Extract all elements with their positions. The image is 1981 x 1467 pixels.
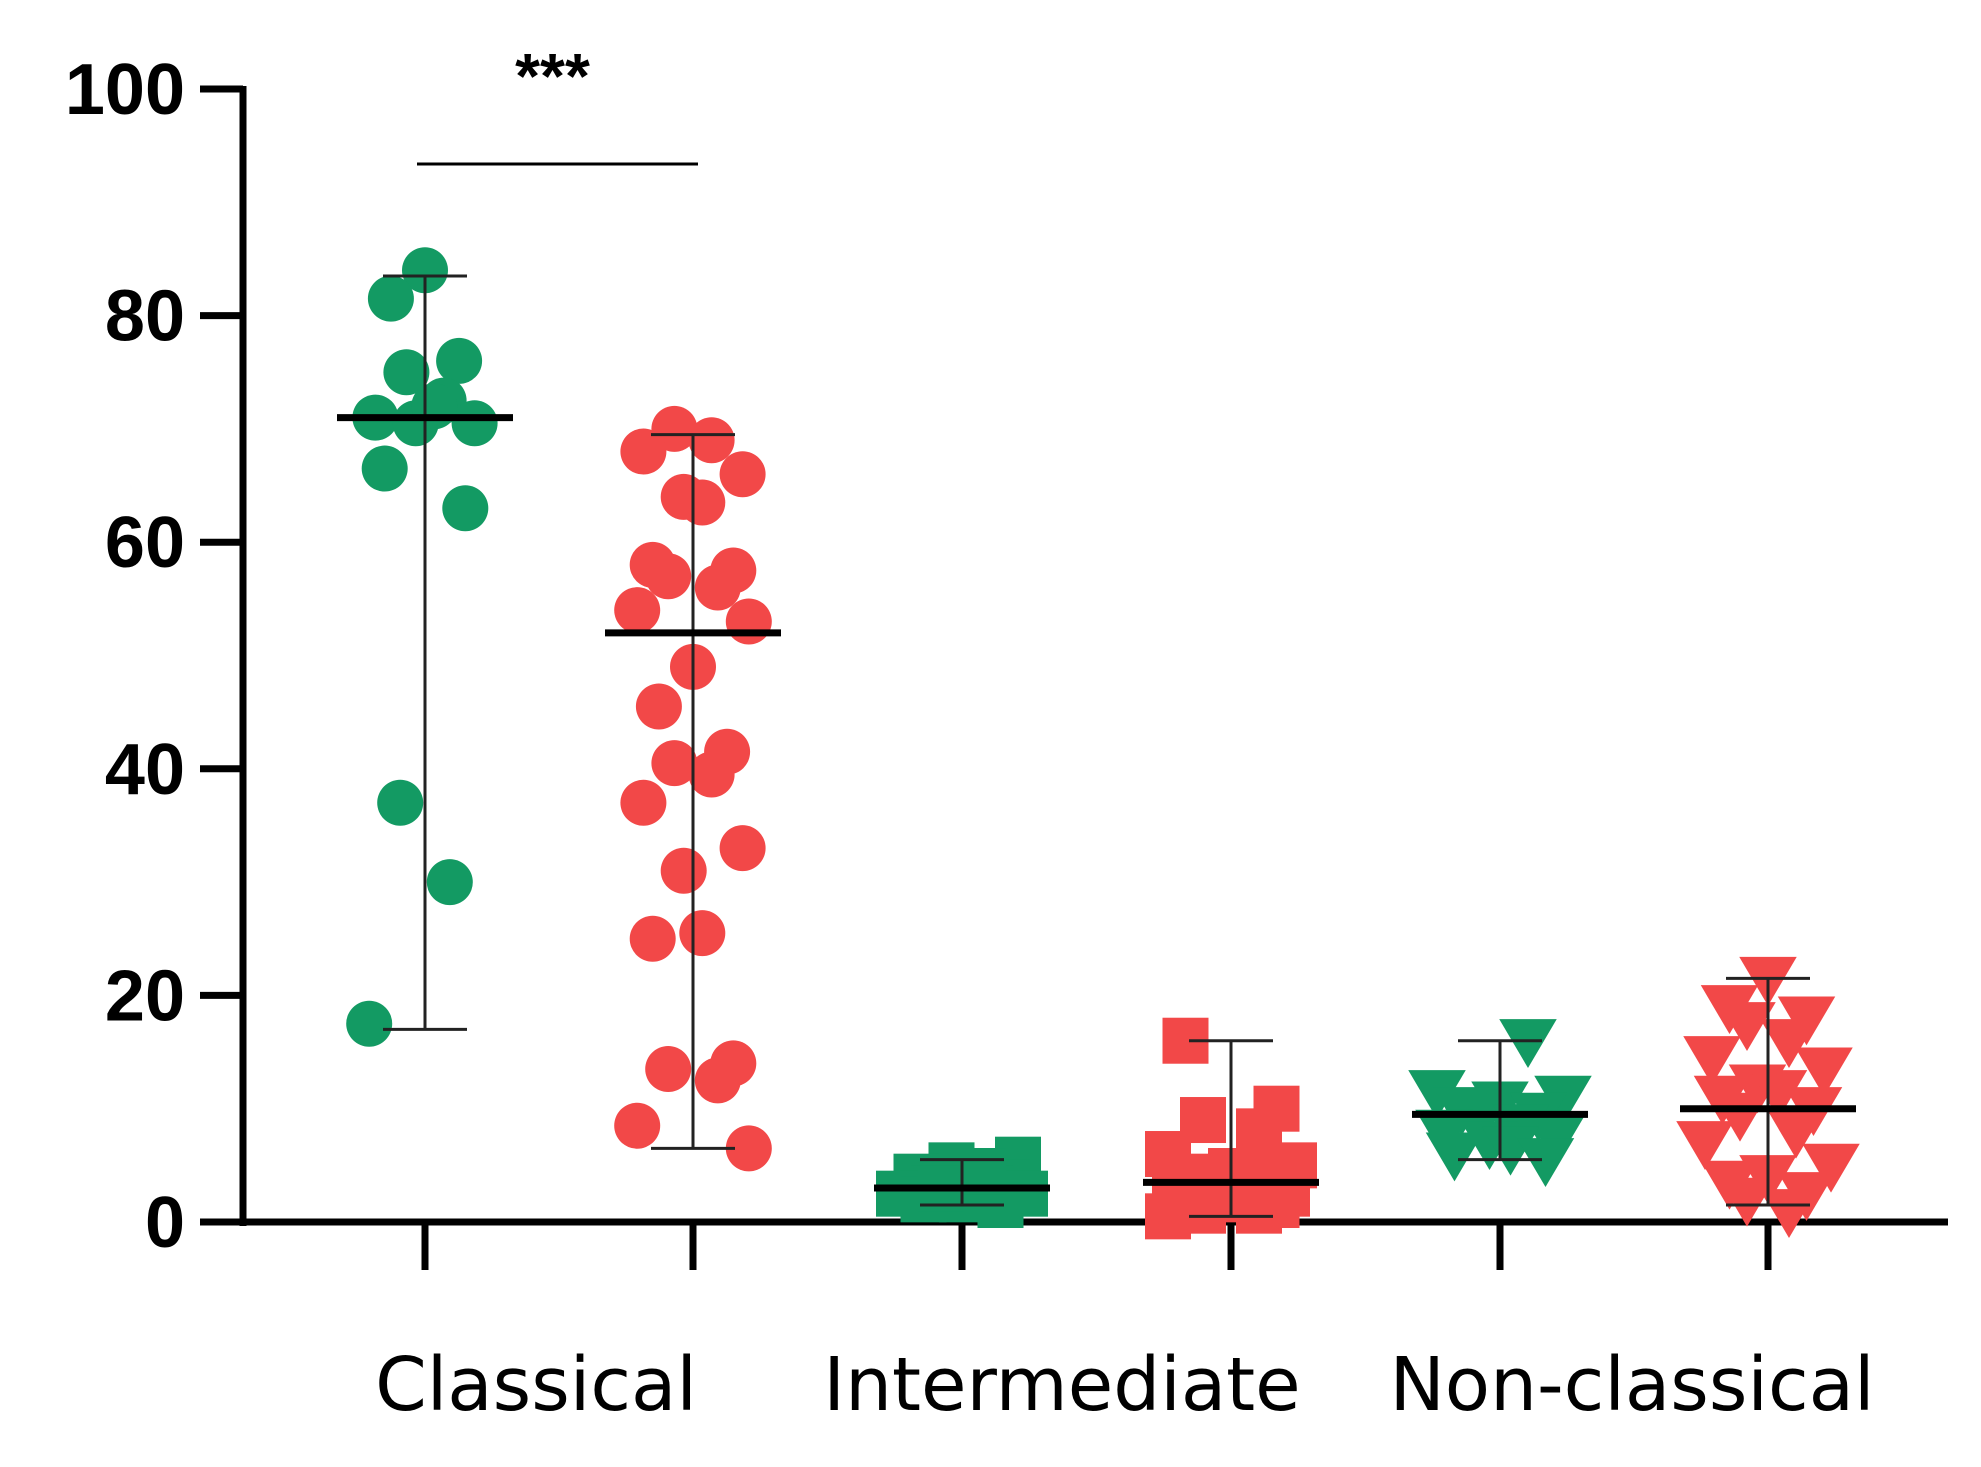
data-point (1534, 1075, 1592, 1125)
data-point (361, 445, 408, 492)
data-point (614, 1102, 661, 1149)
data-point (1408, 1070, 1466, 1120)
data-point (660, 847, 707, 894)
category-label: Non-classical (1389, 1342, 1874, 1428)
data-point (1802, 1143, 1860, 1193)
y-tick-label: 80 (105, 277, 185, 357)
data-point (436, 337, 483, 384)
category-label: Intermediate (823, 1342, 1300, 1428)
data-point (1676, 1121, 1734, 1171)
category-label: Classical (375, 1342, 697, 1428)
data-point (694, 564, 741, 611)
data-point (725, 598, 772, 645)
data-point (635, 683, 682, 730)
data-point (645, 1046, 692, 1093)
data-point (1760, 1189, 1818, 1238)
x-axis-ticks (421, 1222, 1772, 1270)
data-point (442, 485, 489, 532)
data-point (629, 915, 676, 962)
data-point (688, 417, 735, 464)
data-point (1795, 1047, 1853, 1097)
data-point (1711, 1092, 1769, 1142)
data-point (367, 275, 414, 322)
data-point (1718, 1002, 1776, 1052)
data-point (679, 910, 726, 957)
data-point (377, 779, 424, 826)
y-tick-label: 100 (65, 50, 185, 130)
y-tick-label: 20 (105, 956, 185, 1036)
data-point (1425, 1132, 1484, 1182)
y-tick-label: 60 (105, 503, 185, 583)
data-point (1767, 1109, 1825, 1159)
data-point (1760, 1019, 1818, 1069)
mean-and-range-bars (337, 274, 1856, 1218)
data-point (725, 1125, 772, 1172)
data-point (688, 751, 735, 798)
category-labels: Classical Intermediate Non-classical (375, 1342, 1874, 1428)
data-point (719, 825, 766, 872)
data-point (719, 451, 766, 498)
data-point (383, 349, 430, 396)
data-point (1499, 1019, 1557, 1069)
y-tick-label: 0 (145, 1183, 185, 1263)
data-point (1145, 1193, 1191, 1240)
data-point (651, 740, 698, 787)
significance-annotation: *** (417, 40, 698, 166)
data-point (1236, 1187, 1282, 1234)
data-point (402, 247, 448, 294)
data-point (1516, 1138, 1575, 1187)
y-tick-label: 40 (105, 730, 185, 810)
data-point (1749, 1070, 1808, 1120)
data-point (411, 383, 458, 430)
data-point (426, 859, 473, 906)
data-point (346, 1000, 393, 1047)
data-point (645, 553, 692, 600)
y-axis-ticks: 0 20 40 60 80 100 (65, 50, 243, 1263)
data-point (694, 1057, 741, 1104)
data-point (679, 479, 726, 526)
data-point (1683, 1036, 1741, 1086)
data-points (346, 247, 1860, 1240)
data-point (614, 587, 661, 634)
data-point (451, 400, 498, 447)
data-point (620, 428, 667, 475)
data-point (620, 779, 667, 826)
significance-label: *** (515, 40, 590, 112)
